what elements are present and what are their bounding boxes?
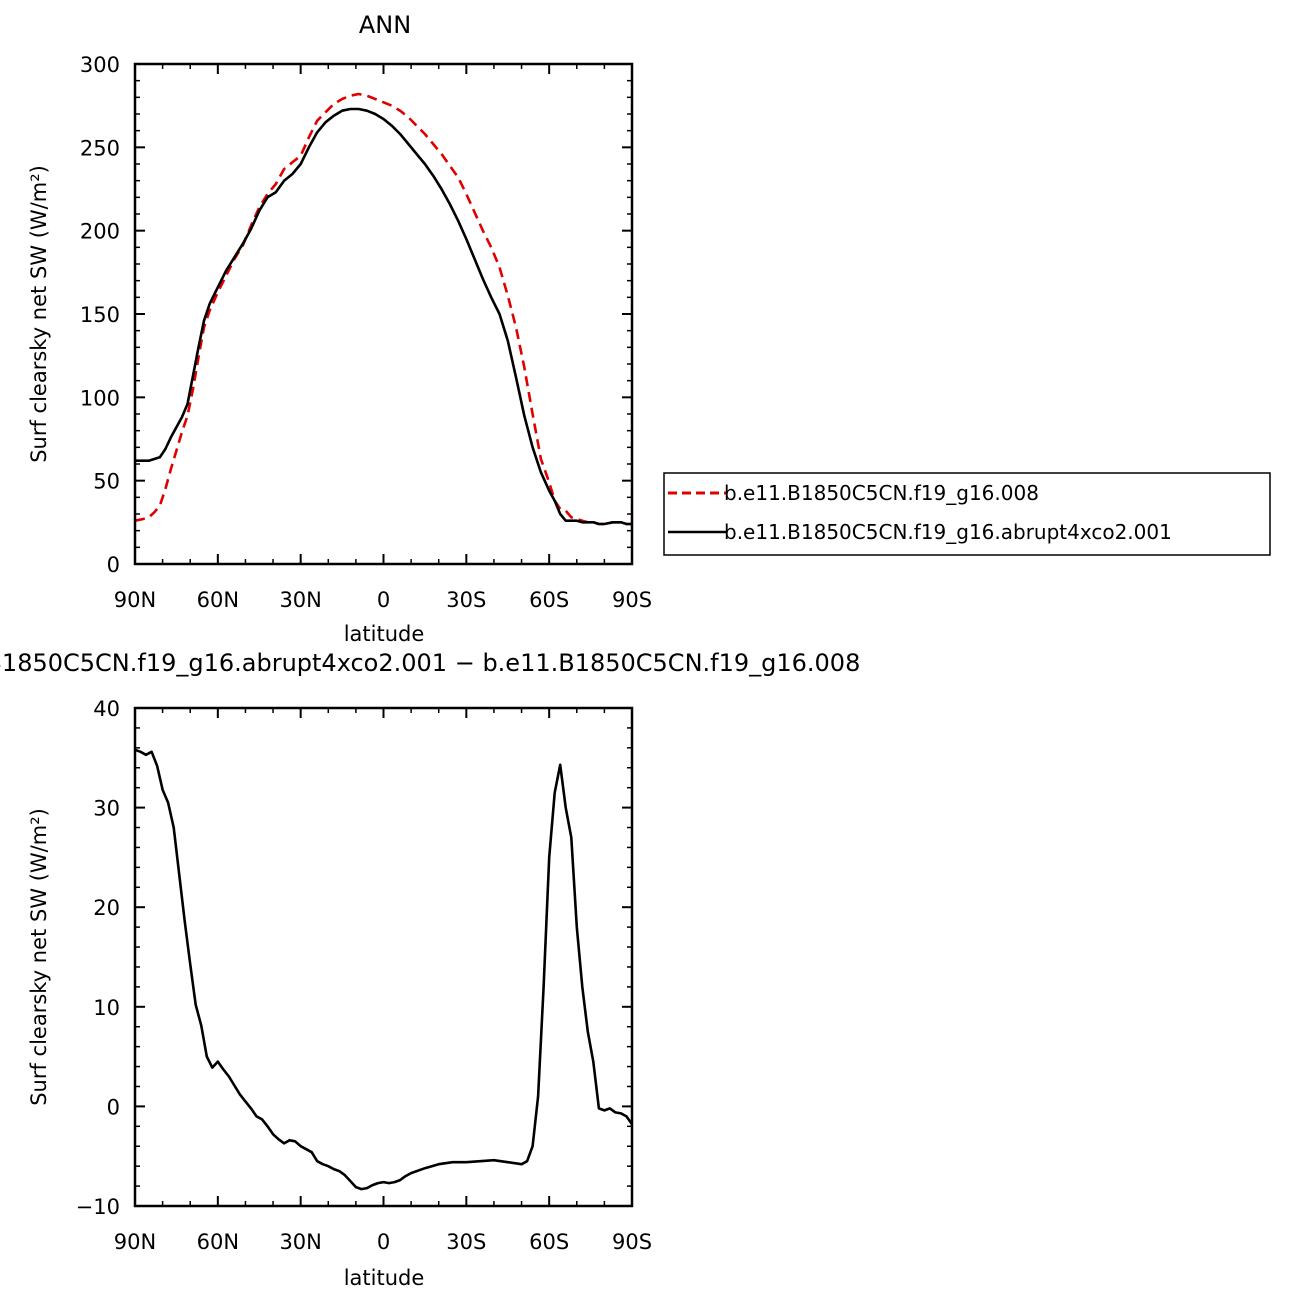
top-y-tick-label: 300 xyxy=(80,53,120,77)
bottom-y-tick-label: 40 xyxy=(93,697,120,721)
top-y-tick-label: 250 xyxy=(80,136,120,160)
top-y-tick-label: 0 xyxy=(107,553,120,577)
top-series-line-1 xyxy=(135,107,632,526)
bottom-y-tick-label: 10 xyxy=(93,996,120,1020)
bottom-x-tick-label: 60N xyxy=(197,1230,239,1254)
top-x-tick-label: 90N xyxy=(114,588,156,612)
top-axes: 90N 60N 30N 0 30S 60S 90S 0 50 100 150 200 250 300 xyxy=(80,53,652,612)
top-y-tick-label: 100 xyxy=(80,386,120,410)
top-x-tick-label: 60N xyxy=(197,588,239,612)
bottom-x-tick-label: 60S xyxy=(529,1230,569,1254)
legend-label-control: b.e11.B1850C5CN.f19_g16.008 xyxy=(724,481,1039,505)
bottom-x-tick-label: 30N xyxy=(279,1230,321,1254)
bottom-y-tick-label: 20 xyxy=(93,896,120,920)
bottom-y-tick-label: 0 xyxy=(107,1095,120,1119)
top-x-axis-label: latitude xyxy=(344,622,425,646)
bottom-series-group xyxy=(134,748,634,1191)
top-x-tick-label: 90S xyxy=(612,588,652,612)
chart-title: ANN xyxy=(359,11,411,39)
bottom-axes: 90N 60N 30N 0 30S 60S 90S −10 0 10 20 30 40 xyxy=(76,697,652,1254)
legend-label-abrupt4xco2: b.e11.B1850C5CN.f19_g16.abrupt4xco2.001 xyxy=(724,520,1172,544)
bottom-x-tick-label: 90N xyxy=(114,1230,156,1254)
bottom-x-axis-label: latitude xyxy=(344,1266,425,1290)
top-plot-frame xyxy=(133,62,634,566)
bottom-y-axis-label: Surf clearsky net SW (W/m²) xyxy=(27,808,51,1106)
top-x-tick-label: 30N xyxy=(279,588,321,612)
bottom-panel: b.e11.B1850C5CN.f19_g16.abrupt4xco2.001 … xyxy=(0,649,860,1290)
top-y-tick-label: 50 xyxy=(93,470,120,494)
difference-title: b.e11.B1850C5CN.f19_g16.abrupt4xco2.001 … xyxy=(0,649,860,677)
bottom-x-tick-label: 30S xyxy=(446,1230,486,1254)
bottom-x-tick-label: 90S xyxy=(612,1230,652,1254)
bottom-plot-frame xyxy=(133,706,634,1208)
top-x-tick-label: 30S xyxy=(446,588,486,612)
legend: b.e11.B1850C5CN.f19_g16.008 b.e11.B1850C… xyxy=(663,472,1271,556)
bottom-x-tick-label: 0 xyxy=(377,1230,390,1254)
top-y-axis-label: Surf clearsky net SW (W/m²) xyxy=(27,165,51,463)
top-y-tick-label: 200 xyxy=(80,220,120,244)
top-series-line-0 xyxy=(134,92,632,526)
top-y-tick-label: 150 xyxy=(80,303,120,327)
bottom-y-tick-label: 30 xyxy=(93,797,120,821)
bottom-y-tick-label: −10 xyxy=(76,1195,120,1219)
top-x-tick-label: 60S xyxy=(529,588,569,612)
legend-box xyxy=(663,472,1271,556)
bottom-series-line-0 xyxy=(134,748,634,1191)
top-series-group xyxy=(134,92,632,526)
top-panel: ANN 90N 60N 30N 0 30S 60S 90S 0 50 100 150 200 250 30… xyxy=(27,11,1271,646)
top-x-tick-label: 0 xyxy=(377,588,390,612)
